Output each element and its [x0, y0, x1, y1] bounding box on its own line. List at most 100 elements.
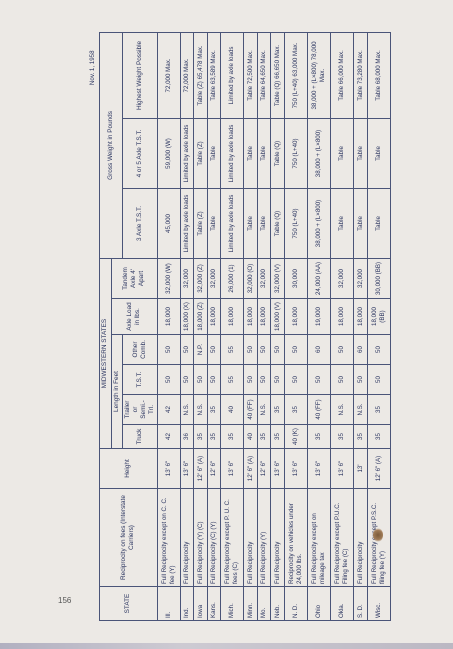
table-row: Okla. Full Reciprocity except P.U.C. Fili…	[330, 32, 354, 621]
tst-header: T.S.T.	[122, 364, 157, 395]
trailer-length-cell: 40 (FF)	[307, 394, 331, 425]
tst-length-cell: 50	[270, 364, 285, 395]
date-label: Nov. 1, 1958	[87, 32, 99, 621]
reciprocity-cell: Full Reciprocity	[243, 488, 258, 587]
gross-max-cell: Table (Q) 66,650 Max.	[270, 32, 285, 119]
state-cell: Ill.	[157, 586, 181, 621]
gross-max-cell: Table 64,650 Max.	[257, 32, 271, 119]
gross-max-cell: Table 66,000 Max.	[330, 32, 354, 119]
table-row: Kans. Full Reciprocity (C) (Y) 12' 6" 35 35 5…	[207, 32, 221, 621]
axle-load-cell: 18,000	[243, 298, 258, 335]
reciprocity-cell: Full Reciprocity except on mileage tax	[307, 488, 331, 587]
height-cell: 12' 6" (A)	[193, 448, 208, 489]
gross-max-cell: Table 73,280 Max.	[353, 32, 368, 119]
trailer-length-cell: 40 (FF)	[243, 394, 258, 425]
height-cell: 12' 6" (A)	[367, 448, 391, 489]
tst-length-cell: 50	[353, 364, 368, 395]
gross-4axle-cell: Table	[243, 118, 258, 189]
gross-3axle-cell: 38,000 + (L×800)	[307, 188, 331, 259]
gross-max-cell: 72,000 Max.	[157, 32, 181, 119]
height-cell: 13'	[353, 448, 368, 489]
other-comb-cell: 50	[257, 334, 271, 365]
gross-3axle-cell: 45,000	[157, 188, 181, 259]
state-cell: N. D.	[284, 586, 308, 621]
gross-3axle-cell: Table (Q)	[270, 188, 285, 259]
other-comb-cell: 50	[270, 334, 285, 365]
tst-length-cell: 50	[243, 364, 258, 395]
reciprocity-cell: Full Reciprocity (Y) (C)	[193, 488, 208, 587]
gross-4axle-cell: Table (Z)	[193, 118, 208, 189]
axle-load-cell: 18,000	[330, 298, 354, 335]
page-number: 156	[58, 596, 72, 605]
gross-4axle-cell: Table (Q)	[270, 118, 285, 189]
reciprocity-cell: Full Reciprocity (Y)	[257, 488, 271, 587]
state-cell: Wisc.	[367, 586, 391, 621]
gross-4axle-cell: 38,000 + (L×800)	[307, 118, 331, 189]
table-row: Neb. Full Reciprocity 13' 6" 35 35 50 50 18,000…	[270, 32, 285, 621]
truck-length-cell: 40	[243, 424, 258, 449]
gross-3axle-cell: Table	[243, 188, 258, 259]
truck-length-cell: 35	[353, 424, 368, 449]
trailer-length-cell: 35	[367, 394, 391, 425]
tandem-axle-cell: 32,000	[257, 258, 271, 299]
tandem-axle-cell: 32,000 (O)	[243, 258, 258, 299]
reciprocity-cell: Full Reciprocity (C) (Y)	[207, 488, 221, 587]
height-cell: 13' 6"	[157, 448, 181, 489]
axle-load-cell: 18,000	[157, 298, 181, 335]
other-comb-cell: 60	[353, 334, 368, 365]
tst-length-cell: 50	[157, 364, 181, 395]
gross-4axle-cell: Table	[367, 118, 391, 189]
axle-load-cell: 18,000	[284, 298, 308, 335]
reciprocity-cell: Full Reciprocity except P.U.C. Filing fe…	[330, 488, 354, 587]
gross-max-cell: 38,000 + (L×800) 78,000 Max.	[307, 32, 331, 119]
gross-3axle-cell: Table (Z)	[193, 188, 208, 259]
table-row: N. D. Reciprocity on vehicles under 24,00…	[284, 32, 308, 621]
tandem-axle-header: Tandem Axle 4' Apart	[111, 258, 157, 299]
table-body: Ill. Full Reciprocity except on C. C. fee…	[157, 32, 391, 621]
truck-length-cell: 35	[367, 424, 391, 449]
other-comb-cell: 50	[207, 334, 221, 365]
tandem-axle-cell: 26,000 (1)	[220, 258, 244, 299]
trailer-length-cell: 35	[270, 394, 285, 425]
gross-4axle-cell: Table	[257, 118, 271, 189]
reciprocity-cell: Full Reciprocity	[353, 488, 368, 587]
trailer-length-cell: N.S.	[257, 394, 271, 425]
axle-load-cell: 18,000	[353, 298, 368, 335]
tandem-axle-cell: 24,000 (AA)	[307, 258, 331, 299]
gross-4axle-header: 4 or 5 Axle T.S.T.	[122, 118, 157, 189]
tst-length-cell: 50	[193, 364, 208, 395]
axle-load-cell: 18,000 (X)	[180, 298, 194, 335]
axle-load-cell: 18,000	[257, 298, 271, 335]
reciprocity-cell: Full Reciprocity except on C. C. fee (Y)	[157, 488, 181, 587]
trailer-length-cell: 35	[207, 394, 221, 425]
other-comb-cell: N.P.	[193, 334, 208, 365]
truck-length-cell: 35	[270, 424, 285, 449]
height-cell: 12' 6"	[207, 448, 221, 489]
tandem-axle-cell: 32,000 (W)	[157, 258, 181, 299]
state-cell: S. D.	[353, 586, 368, 621]
truck-length-cell: 35	[207, 424, 221, 449]
state-header: STATE	[99, 586, 157, 621]
truck-length-cell: 35	[307, 424, 331, 449]
table-row: Iowa Full Reciprocity (Y) (C) 12' 6" (A) 35…	[193, 32, 208, 621]
state-cell: Iowa	[193, 586, 208, 621]
table-row: Mich. Full Reciprocity except P. U. C. fe…	[220, 32, 244, 621]
tandem-axle-cell: 32,000	[207, 258, 221, 299]
tst-length-cell: 50	[284, 364, 308, 395]
trailer-length-cell: N.S.	[180, 394, 194, 425]
gross-max-cell: Table (Z) 65,478 Max.	[193, 32, 208, 119]
gross-3axle-cell: Table	[257, 188, 271, 259]
height-cell: 13' 6"	[330, 448, 354, 489]
tst-length-cell: 50	[207, 364, 221, 395]
state-cell: Neb.	[270, 586, 285, 621]
table-row: Ohio Full Reciprocity except on mileage t…	[307, 32, 331, 621]
tandem-axle-cell: 32,000	[353, 258, 368, 299]
gross-weight-header: Gross Weight in Pounds	[99, 32, 122, 259]
reciprocity-cell: Full Reciprocity	[180, 488, 194, 587]
truck-header: Truck	[122, 424, 157, 449]
axle-load-cell: 18,000	[207, 298, 221, 335]
trailer-length-cell: 35	[284, 394, 308, 425]
reciprocity-header: Reciprocity on fees (Interstate Carriers…	[99, 488, 157, 587]
gross-4axle-cell: Table	[330, 118, 354, 189]
